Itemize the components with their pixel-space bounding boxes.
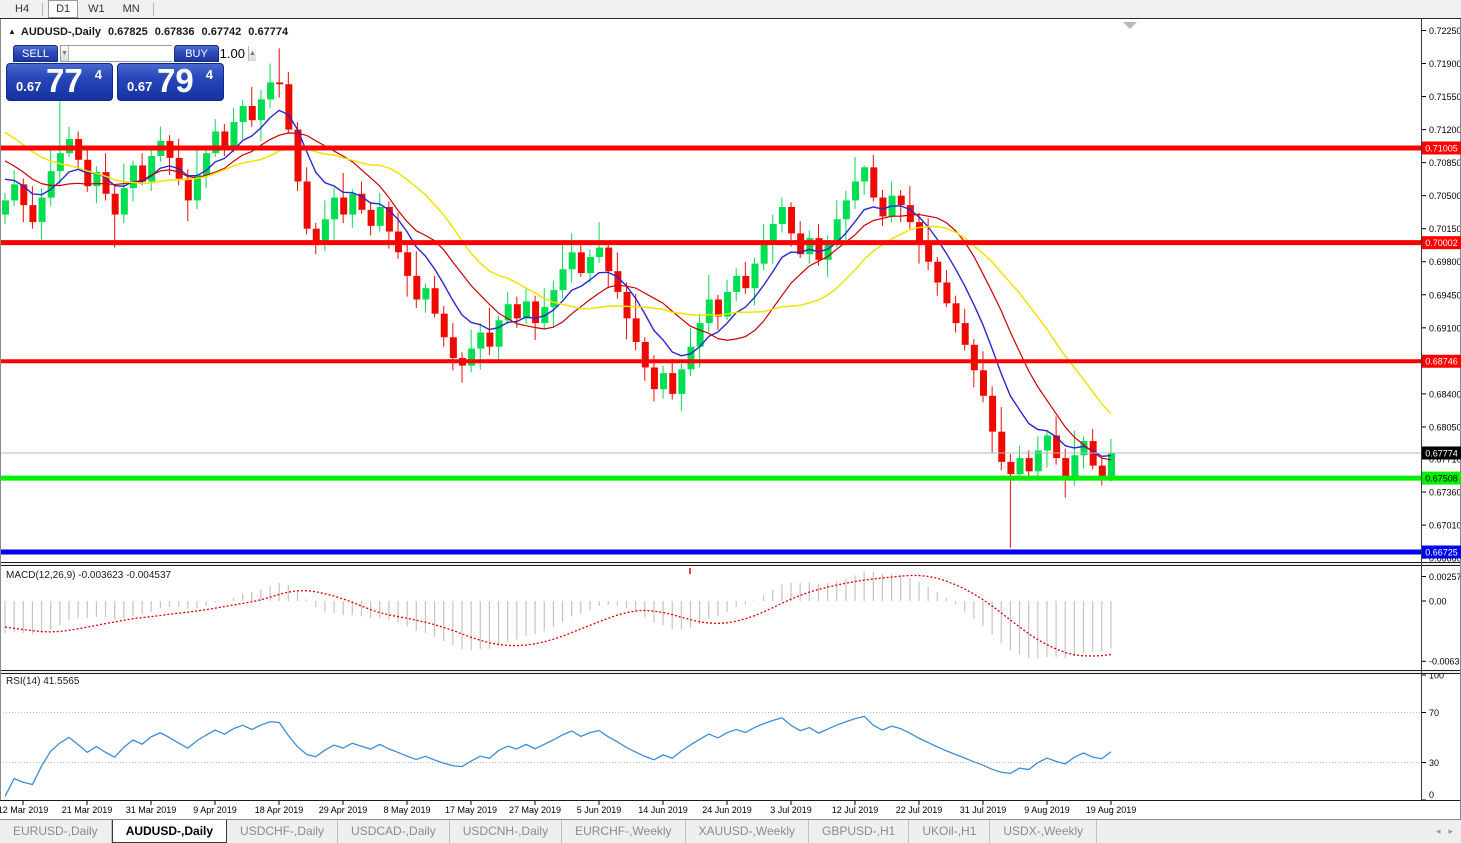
svg-text:0.67010: 0.67010 (1429, 521, 1461, 531)
svg-text:9 Apr 2019: 9 Apr 2019 (193, 805, 237, 815)
one-click-trade-panel: SELL ▼ ▲ BUY 0.67 77 4 0.67 79 4 (6, 45, 256, 101)
tab-scroll-right-icon[interactable]: ▸ (1448, 826, 1453, 836)
sell-price-pip: 4 (94, 67, 102, 82)
svg-text:0.00: 0.00 (1429, 597, 1447, 607)
tab-eurusd-daily[interactable]: EURUSD-,Daily (0, 820, 112, 843)
svg-text:27 May 2019: 27 May 2019 (509, 805, 561, 815)
svg-text:17 May 2019: 17 May 2019 (445, 805, 497, 815)
tab-usdchf-daily[interactable]: USDCHF-,Daily (227, 820, 339, 843)
chart-symbol-header: ▲ AUDUSD-,Daily 0.67825 0.67836 0.67742 0.677… (8, 26, 288, 38)
buy-price-big: 79 (157, 62, 194, 99)
volume-stepper: ▼ ▲ (60, 45, 256, 62)
svg-text:0.71900: 0.71900 (1429, 59, 1461, 69)
svg-text:0.67774: 0.67774 (1425, 448, 1458, 458)
ohlc-high: 0.67836 (154, 26, 195, 38)
timeframe-h4-button[interactable]: H4 (15, 3, 30, 15)
buy-price-pip: 4 (205, 67, 213, 82)
sell-button[interactable]: SELL (13, 45, 58, 62)
timeframe-w1-button[interactable]: W1 (88, 3, 105, 15)
svg-text:-0.006326: -0.006326 (1429, 657, 1461, 667)
svg-text:30: 30 (1429, 758, 1439, 768)
tab-usdx-weekly[interactable]: USDX-,Weekly (990, 820, 1098, 843)
svg-text:0.71550: 0.71550 (1429, 92, 1461, 102)
svg-text:8 May 2019: 8 May 2019 (383, 805, 430, 815)
volume-decrease-icon[interactable]: ▼ (61, 46, 69, 61)
svg-text:3 Jul 2019: 3 Jul 2019 (770, 805, 812, 815)
buy-button[interactable]: BUY (174, 45, 219, 62)
tab-audusd-daily[interactable]: AUDUSD-,Daily (111, 820, 228, 843)
svg-text:29 Apr 2019: 29 Apr 2019 (319, 805, 368, 815)
svg-text:0.002574: 0.002574 (1429, 572, 1461, 582)
svg-text:0.69450: 0.69450 (1429, 290, 1461, 300)
timeframe-mn-button[interactable]: MN (122, 3, 140, 15)
svg-text:12 Jul 2019: 12 Jul 2019 (832, 805, 879, 815)
volume-increase-icon[interactable]: ▲ (247, 46, 256, 61)
svg-text:100: 100 (1429, 671, 1444, 681)
svg-text:0.69800: 0.69800 (1429, 257, 1461, 267)
sell-price-prefix: 0.67 (16, 79, 42, 94)
tab-bar-spacer (1097, 820, 1436, 843)
svg-text:0.66660: 0.66660 (1429, 554, 1461, 564)
ohlc-open: 0.67825 (108, 26, 148, 38)
tab-ukoil-h1[interactable]: UKOil-,H1 (909, 820, 991, 843)
svg-text:0.70002: 0.70002 (1425, 238, 1458, 248)
svg-text:31 Mar 2019: 31 Mar 2019 (126, 805, 177, 815)
svg-text:0: 0 (1429, 790, 1434, 800)
buy-price-box[interactable]: 0.67 79 4 (117, 62, 224, 101)
svg-text:19 Aug 2019: 19 Aug 2019 (1086, 805, 1137, 815)
svg-text:31 Jul 2019: 31 Jul 2019 (960, 805, 1007, 815)
svg-text:12 Mar 2019: 12 Mar 2019 (0, 805, 48, 815)
svg-text:0.72250: 0.72250 (1429, 26, 1461, 36)
timeframe-d1-button[interactable]: D1 (48, 0, 79, 18)
tab-eurchf-weekly[interactable]: EURCHF-,Weekly (562, 820, 686, 843)
ohlc-close: 0.67774 (248, 26, 289, 38)
svg-text:0.67508: 0.67508 (1425, 474, 1458, 484)
svg-text:0.71200: 0.71200 (1429, 125, 1461, 135)
svg-text:14 Jun 2019: 14 Jun 2019 (638, 805, 688, 815)
svg-text:0.68400: 0.68400 (1429, 389, 1461, 399)
rsi-indicator-label: RSI(14) 41.5565 (6, 676, 80, 687)
volume-input[interactable] (68, 46, 248, 61)
svg-text:0.69100: 0.69100 (1429, 323, 1461, 333)
svg-text:0.67360: 0.67360 (1429, 488, 1461, 498)
svg-text:70: 70 (1429, 708, 1439, 718)
sell-price-big: 77 (46, 62, 83, 99)
buy-price-prefix: 0.67 (127, 79, 153, 94)
svg-text:0.68746: 0.68746 (1425, 357, 1458, 367)
svg-text:21 Mar 2019: 21 Mar 2019 (62, 805, 113, 815)
direction-up-icon: ▲ (8, 27, 16, 36)
sell-price-box[interactable]: 0.67 77 4 (6, 62, 113, 101)
svg-text:5 Jun 2019: 5 Jun 2019 (577, 805, 622, 815)
svg-text:0.70500: 0.70500 (1429, 191, 1461, 201)
svg-text:0.71005: 0.71005 (1425, 144, 1458, 154)
symbol-name: AUDUSD-,Daily (20, 26, 101, 38)
tab-gbpusd-h1[interactable]: GBPUSD-,H1 (809, 820, 910, 843)
toolbar-separator (42, 2, 44, 16)
tab-usdcnh-daily[interactable]: USDCNH-,Daily (450, 820, 563, 843)
toolbar-separator (152, 2, 154, 16)
svg-text:0.67710: 0.67710 (1429, 455, 1461, 465)
svg-text:24 Jun 2019: 24 Jun 2019 (702, 805, 752, 815)
price-chart-plot[interactable]: 0.72250 0.71900 0.71550 0.71200 0.70850 0.705… (0, 19, 1461, 819)
svg-text:0.66725: 0.66725 (1425, 548, 1458, 558)
svg-text:0.70850: 0.70850 (1429, 158, 1461, 168)
svg-text:22 Jul 2019: 22 Jul 2019 (896, 805, 943, 815)
macd-indicator-label: MACD(12,26,9) -0.003623 -0.004537 (6, 570, 172, 581)
chart-tab-bar: EURUSD-,Daily AUDUSD-,Daily USDCHF-,Dail… (0, 819, 1461, 843)
svg-text:0.68050: 0.68050 (1429, 422, 1461, 432)
svg-text:0.70150: 0.70150 (1429, 224, 1461, 234)
chart-window: 0.72250 0.71900 0.71550 0.71200 0.70850 0.705… (0, 19, 1461, 819)
svg-text:18 Apr 2019: 18 Apr 2019 (255, 805, 304, 815)
tab-scroll-left-icon[interactable]: ◂ (1435, 826, 1441, 836)
svg-text:9 Aug 2019: 9 Aug 2019 (1024, 805, 1070, 815)
tab-usdcad-daily[interactable]: USDCAD-,Daily (338, 820, 450, 843)
timeframe-toolbar: H4 D1 W1 MN (0, 0, 1461, 19)
ohlc-low: 0.67742 (201, 26, 242, 38)
tab-xauusd-weekly[interactable]: XAUUSD-,Weekly (686, 820, 809, 843)
